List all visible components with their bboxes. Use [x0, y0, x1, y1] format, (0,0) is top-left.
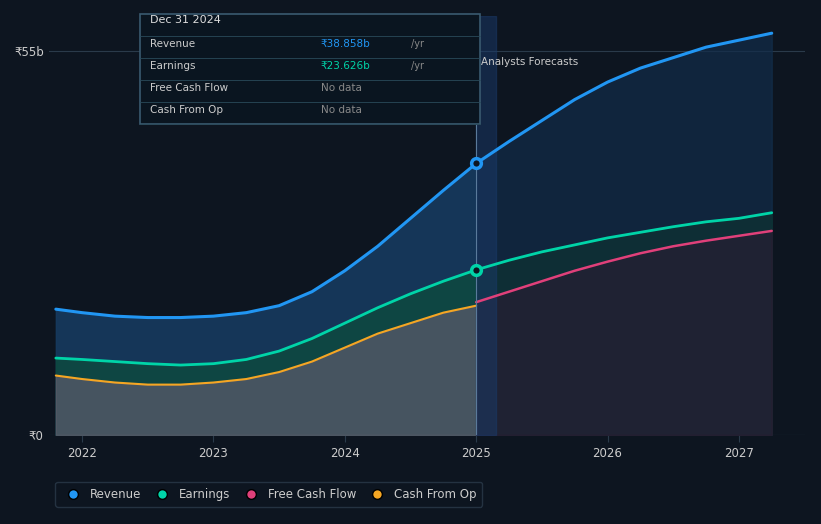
Text: Dec 31 2024: Dec 31 2024: [150, 15, 221, 26]
Text: ₹38.858b: ₹38.858b: [321, 39, 370, 49]
Text: /yr: /yr: [411, 61, 424, 71]
Text: Past: Past: [449, 57, 471, 67]
Text: Free Cash Flow: Free Cash Flow: [150, 83, 228, 93]
Text: Revenue: Revenue: [150, 39, 195, 49]
Text: No data: No data: [321, 105, 361, 115]
Text: Cash From Op: Cash From Op: [150, 105, 222, 115]
Text: Analysts Forecasts: Analysts Forecasts: [481, 57, 579, 67]
Text: No data: No data: [321, 83, 361, 93]
Legend: Revenue, Earnings, Free Cash Flow, Cash From Op: Revenue, Earnings, Free Cash Flow, Cash …: [55, 482, 482, 507]
Text: ₹23.626b: ₹23.626b: [321, 61, 370, 71]
Text: /yr: /yr: [411, 39, 424, 49]
Text: Earnings: Earnings: [150, 61, 195, 71]
